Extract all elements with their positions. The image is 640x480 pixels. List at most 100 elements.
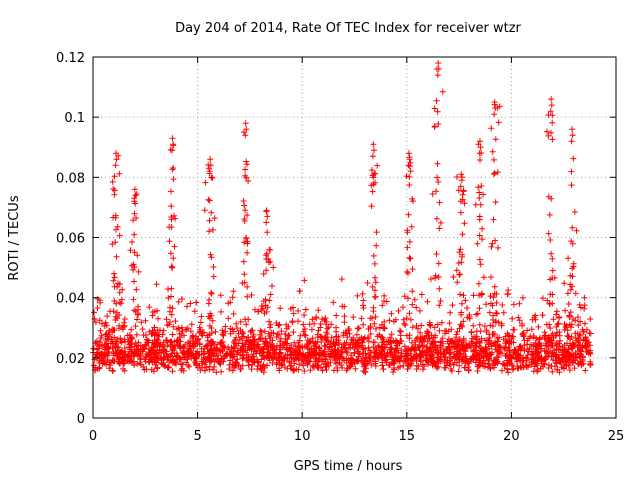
data-point bbox=[435, 179, 442, 185]
data-point bbox=[129, 335, 136, 342]
data-point bbox=[510, 301, 517, 308]
data-point bbox=[172, 318, 179, 325]
data-point bbox=[410, 198, 416, 205]
data-point bbox=[433, 188, 440, 195]
data-point bbox=[505, 344, 512, 350]
data-point bbox=[359, 355, 366, 362]
data-point bbox=[264, 362, 271, 369]
data-point bbox=[312, 356, 319, 362]
data-point bbox=[538, 355, 544, 362]
data-point bbox=[226, 346, 233, 353]
data-point bbox=[169, 135, 176, 142]
data-point bbox=[155, 315, 161, 322]
data-point bbox=[532, 348, 539, 355]
data-point bbox=[295, 318, 301, 325]
data-point bbox=[444, 347, 451, 354]
data-point bbox=[248, 366, 255, 373]
data-point bbox=[169, 368, 176, 375]
data-point bbox=[206, 168, 213, 175]
data-point bbox=[367, 323, 374, 329]
data-point bbox=[131, 231, 138, 238]
data-point bbox=[523, 355, 530, 362]
data-point bbox=[502, 362, 508, 369]
data-point bbox=[435, 260, 442, 267]
data-point bbox=[257, 335, 264, 342]
data-point bbox=[134, 360, 141, 367]
data-point bbox=[550, 316, 557, 323]
data-point bbox=[524, 354, 530, 361]
data-point bbox=[250, 353, 257, 360]
data-point bbox=[476, 150, 483, 157]
data-point bbox=[568, 182, 575, 189]
data-point bbox=[485, 353, 492, 360]
data-point bbox=[242, 341, 249, 348]
data-point bbox=[403, 173, 410, 180]
data-point bbox=[581, 294, 588, 301]
data-point bbox=[265, 259, 272, 266]
data-point bbox=[496, 346, 502, 353]
data-point bbox=[435, 66, 442, 72]
data-point bbox=[494, 310, 500, 317]
data-point bbox=[113, 350, 120, 357]
data-point bbox=[130, 266, 137, 273]
data-point bbox=[407, 255, 414, 262]
data-point bbox=[276, 321, 283, 328]
data-point bbox=[115, 325, 122, 332]
data-point bbox=[216, 346, 223, 353]
data-point bbox=[315, 362, 322, 368]
data-point bbox=[370, 181, 377, 188]
data-point bbox=[519, 331, 526, 337]
data-point bbox=[244, 283, 251, 290]
data-point bbox=[491, 170, 498, 177]
data-point bbox=[556, 314, 562, 321]
data-point bbox=[351, 359, 358, 365]
data-point bbox=[336, 354, 343, 361]
data-point bbox=[317, 351, 323, 358]
data-point bbox=[140, 346, 147, 353]
data-point bbox=[530, 356, 537, 362]
data-point bbox=[569, 224, 576, 231]
data-point bbox=[356, 343, 363, 350]
data-point bbox=[309, 316, 316, 323]
data-point bbox=[325, 346, 332, 353]
data-point bbox=[567, 309, 574, 316]
data-point bbox=[575, 314, 581, 321]
data-point bbox=[244, 238, 251, 245]
data-point bbox=[334, 364, 341, 371]
data-point bbox=[271, 346, 278, 353]
data-point bbox=[365, 344, 372, 351]
data-point bbox=[148, 344, 155, 351]
data-point bbox=[545, 132, 552, 139]
data-point bbox=[267, 339, 273, 346]
data-point bbox=[370, 141, 377, 148]
data-point bbox=[132, 339, 139, 346]
data-point bbox=[472, 359, 479, 366]
data-point bbox=[355, 353, 362, 360]
data-point bbox=[499, 302, 506, 308]
x-tick-label: 15 bbox=[399, 429, 416, 444]
data-point bbox=[264, 213, 271, 220]
data-point bbox=[170, 176, 177, 183]
data-point bbox=[573, 354, 580, 361]
data-point bbox=[245, 316, 252, 323]
data-point bbox=[461, 364, 468, 371]
data-point bbox=[494, 169, 501, 176]
data-point bbox=[102, 319, 109, 326]
data-point bbox=[325, 338, 332, 345]
data-point bbox=[146, 304, 153, 311]
data-point bbox=[390, 366, 397, 373]
data-point bbox=[546, 301, 553, 308]
data-point bbox=[368, 361, 375, 368]
data-point bbox=[168, 339, 174, 345]
data-point bbox=[196, 324, 203, 331]
data-point bbox=[113, 156, 120, 163]
data-point bbox=[397, 338, 404, 344]
data-point bbox=[154, 327, 161, 334]
data-point bbox=[235, 362, 242, 369]
data-point bbox=[163, 337, 170, 344]
data-point bbox=[146, 353, 153, 359]
data-point bbox=[487, 293, 494, 300]
data-point bbox=[114, 336, 121, 343]
data-point bbox=[360, 297, 367, 304]
data-point bbox=[460, 318, 467, 325]
